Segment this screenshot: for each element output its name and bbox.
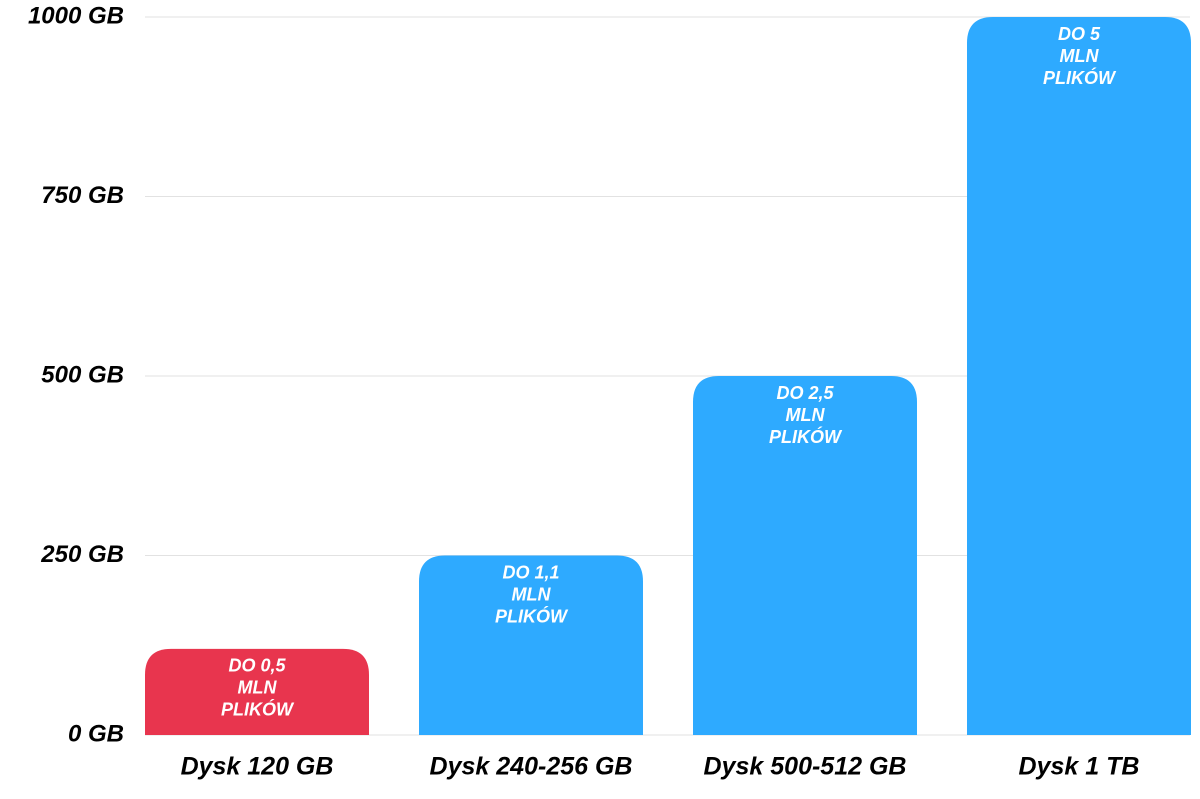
bar — [967, 17, 1191, 735]
bar-label: PLIKÓW — [495, 605, 569, 626]
bar-label: PLIKÓW — [221, 699, 295, 720]
bar-label: DO 1,1 — [502, 562, 559, 582]
bar-label: DO 2,5 — [776, 383, 834, 403]
bar-label: MLN — [512, 584, 552, 604]
x-tick-label: Dysk 500-512 GB — [704, 753, 907, 781]
bar — [693, 376, 917, 735]
y-tick-label: 0 GB — [68, 720, 124, 747]
bar-label: PLIKÓW — [769, 426, 843, 447]
y-tick-label: 1000 GB — [28, 2, 124, 29]
x-tick-label: Dysk 1 TB — [1019, 753, 1140, 781]
y-tick-label: 500 GB — [41, 361, 124, 388]
x-tick-label: Dysk 120 GB — [181, 753, 334, 781]
bar-label: MLN — [786, 405, 826, 425]
bar-label: PLIKÓW — [1043, 67, 1117, 88]
bar-label: DO 0,5 — [228, 656, 286, 676]
bar-label: MLN — [1060, 46, 1100, 66]
x-tick-label: Dysk 240-256 GB — [430, 753, 633, 781]
bar — [145, 648, 369, 735]
y-tick-label: 750 GB — [41, 182, 124, 209]
bar — [419, 555, 643, 735]
bar-label: MLN — [238, 678, 278, 698]
y-tick-label: 250 GB — [40, 541, 124, 568]
bar-label: DO 5 — [1058, 24, 1101, 44]
